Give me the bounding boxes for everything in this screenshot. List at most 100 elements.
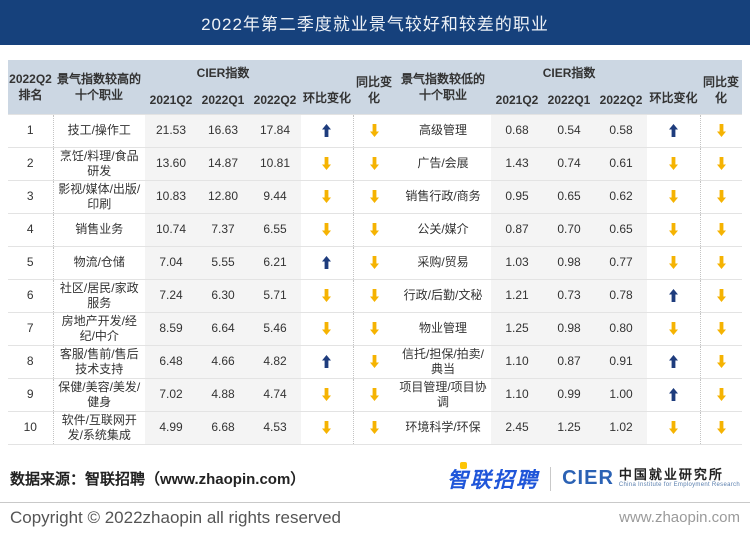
zhaopin-logo: 智联招聘	[447, 461, 540, 494]
down-arrow-icon	[322, 421, 332, 435]
down-arrow-icon	[369, 421, 379, 435]
low-yoy-cell	[699, 146, 743, 180]
high-2022q1-cell: 4.66	[197, 344, 249, 378]
up-arrow-icon	[668, 124, 678, 138]
low-yoy-cell	[699, 311, 743, 345]
low-2021q2-cell: 1.10	[491, 377, 544, 411]
high-occupation-cell: 烹饪/料理/食品研发	[52, 146, 145, 180]
low-occupation-cell: 信托/担保/拍卖/典当	[395, 344, 492, 378]
header-quarter-2022q2-right: 2022Q2	[595, 86, 648, 114]
low-mom-cell	[647, 113, 701, 147]
table-row: 6 社区/居民/家政服务 7.24 6.30 5.71 行政/后勤/文秘 1.21 0.73 0…	[8, 278, 743, 312]
down-arrow-icon	[716, 223, 726, 237]
rank-cell: 5	[8, 245, 53, 279]
low-mom-cell	[647, 278, 701, 312]
down-arrow-icon	[668, 322, 678, 336]
down-arrow-icon	[322, 322, 332, 336]
high-2022q2-cell: 6.21	[249, 245, 302, 279]
down-arrow-icon	[369, 289, 379, 303]
low-2022q1-cell: 0.99	[543, 377, 596, 411]
rank-cell: 2	[8, 146, 53, 180]
high-occupation-cell: 影视/媒体/出版/印刷	[52, 179, 145, 213]
low-2022q1-cell: 0.70	[543, 212, 596, 246]
low-2021q2-cell: 0.95	[491, 179, 544, 213]
high-yoy-cell	[352, 179, 396, 213]
down-arrow-icon	[322, 388, 332, 402]
high-2022q2-cell: 5.71	[249, 278, 302, 312]
low-mom-cell	[647, 410, 701, 445]
bottom-row: Copyright © 2022zhaopin all rights reser…	[0, 503, 750, 533]
low-mom-cell	[647, 377, 701, 411]
down-arrow-icon	[716, 355, 726, 369]
high-2022q1-cell: 6.68	[197, 410, 249, 445]
low-2021q2-cell: 1.03	[491, 245, 544, 279]
low-2022q1-cell: 0.87	[543, 344, 596, 378]
header-cier-index-right: CIER指数	[491, 60, 648, 86]
header-quarter-2021q2-left: 2021Q2	[145, 86, 197, 114]
low-2021q2-cell: 0.87	[491, 212, 544, 246]
high-yoy-cell	[352, 245, 396, 279]
header-low-occupations: 景气指数较低的 十个职业	[395, 60, 492, 114]
logos: 智联招聘 CIER 中国就业研究所 China Institute for Em…	[447, 461, 740, 494]
low-occupation-cell: 高级管理	[395, 113, 492, 147]
high-2022q2-cell: 10.81	[249, 146, 302, 180]
high-occupation-cell: 社区/居民/家政服务	[52, 278, 145, 312]
high-yoy-cell	[352, 146, 396, 180]
site-url: www.zhaopin.com	[619, 509, 740, 526]
table-row: 3 影视/媒体/出版/印刷 10.83 12.80 9.44 销售行政/商务 0.95 0.6…	[8, 179, 743, 213]
high-2021q2-cell: 8.59	[145, 311, 197, 345]
down-arrow-icon	[716, 322, 726, 336]
cier-table-wrap: 2022Q2 排名 景气指数较高的 十个职业 CIER指数 环比变化 同比变化 …	[8, 60, 743, 445]
high-yoy-cell	[352, 410, 396, 445]
table-header: 2022Q2 排名 景气指数较高的 十个职业 CIER指数 环比变化 同比变化 …	[8, 60, 743, 114]
footer-divider	[0, 501, 750, 503]
down-arrow-icon	[369, 388, 379, 402]
low-2021q2-cell: 0.68	[491, 113, 544, 147]
low-occupation-cell: 物业管理	[395, 311, 492, 345]
high-mom-cell	[301, 311, 354, 345]
header-quarter-2022q1-right: 2022Q1	[543, 86, 596, 114]
low-occupation-cell: 行政/后勤/文秘	[395, 278, 492, 312]
low-mom-cell	[647, 245, 701, 279]
cier-table: 2022Q2 排名 景气指数较高的 十个职业 CIER指数 环比变化 同比变化 …	[8, 60, 743, 445]
page-title: 2022年第二季度就业景气较好和较差的职业	[201, 15, 549, 34]
high-2021q2-cell: 6.48	[145, 344, 197, 378]
low-mom-cell	[647, 179, 701, 213]
down-arrow-icon	[322, 289, 332, 303]
low-2021q2-cell: 1.43	[491, 146, 544, 180]
high-2022q1-cell: 7.37	[197, 212, 249, 246]
high-occupation-cell: 软件/互联网开发/系统集成	[52, 410, 145, 445]
low-yoy-cell	[699, 377, 743, 411]
down-arrow-icon	[322, 157, 332, 171]
low-occupation-cell: 环境科学/环保	[395, 410, 492, 445]
down-arrow-icon	[369, 256, 379, 270]
high-occupation-cell: 技工/操作工	[52, 113, 145, 147]
down-arrow-icon	[716, 421, 726, 435]
down-arrow-icon	[369, 355, 379, 369]
source-row: 数据来源：智联招聘（www.zhaopin.com） 智联招聘 CIER 中国就…	[0, 461, 750, 497]
high-occupation-cell: 客服/售前/售后技术支持	[52, 344, 145, 378]
low-yoy-cell	[699, 278, 743, 312]
high-yoy-cell	[352, 344, 396, 378]
high-mom-cell	[301, 146, 354, 180]
header-mom-right: 环比变化	[647, 60, 701, 114]
high-yoy-cell	[352, 278, 396, 312]
low-2022q2-cell: 0.65	[595, 212, 648, 246]
down-arrow-icon	[369, 223, 379, 237]
table-row: 5 物流/仓储 7.04 5.55 6.21 采购/贸易 1.03 0.98 0.77	[8, 245, 743, 279]
low-2022q2-cell: 0.77	[595, 245, 648, 279]
low-2022q2-cell: 1.02	[595, 410, 648, 445]
low-yoy-cell	[699, 245, 743, 279]
high-occupation-cell: 房地产开发/经纪/中介	[52, 311, 145, 345]
rank-cell: 3	[8, 179, 53, 213]
low-occupation-cell: 公关/媒介	[395, 212, 492, 246]
high-2022q1-cell: 6.30	[197, 278, 249, 312]
high-2022q2-cell: 9.44	[249, 179, 302, 213]
high-yoy-cell	[352, 377, 396, 411]
zhaopin-logo-text: 智联招聘	[447, 468, 540, 492]
rank-cell: 4	[8, 212, 53, 246]
low-2022q2-cell: 0.58	[595, 113, 648, 147]
high-mom-cell	[301, 410, 354, 445]
high-2022q2-cell: 6.55	[249, 212, 302, 246]
header-yoy-right: 同比变化	[700, 60, 743, 114]
